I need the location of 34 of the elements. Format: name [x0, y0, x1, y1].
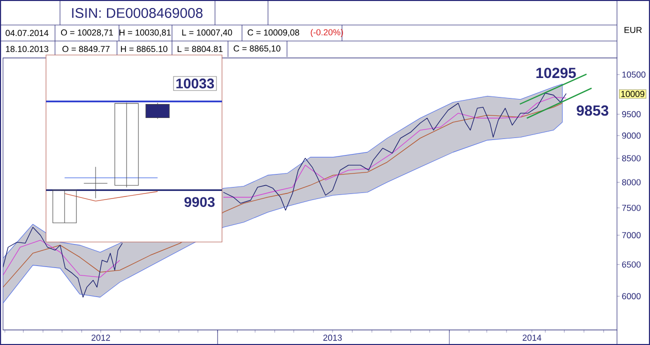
ref-line-label: 9903: [184, 197, 215, 207]
candlestick: [52, 190, 77, 224]
text: H = 10030,81: [120, 29, 171, 37]
ref-line-label: 10033: [176, 78, 214, 88]
text: C = 10009,08: [248, 29, 300, 37]
annotation: 9853: [576, 105, 608, 116]
y-tick-label: 7000: [622, 232, 641, 238]
annotation: 10295: [536, 68, 576, 78]
y-tick-label: 10500: [622, 72, 646, 78]
text: 18.10.2013: [6, 46, 48, 52]
y-tick-label: 9000: [622, 132, 641, 139]
candlestick: [146, 102, 170, 120]
y-tick-label: 9500: [622, 111, 641, 118]
x-tick-label: 2014: [522, 334, 542, 341]
y-tick-label: 6500: [622, 261, 641, 268]
text: C = 8865,10: [234, 45, 280, 53]
candlestick: [114, 102, 139, 188]
y-axis-title: EUR: [624, 26, 642, 34]
text: 04.07.2014: [6, 30, 48, 36]
text: L = 10007,40: [182, 29, 232, 37]
y-tick-label: 8500: [622, 155, 641, 162]
x-tick-label: 2012: [92, 334, 110, 341]
text: L = 8804.81: [178, 46, 223, 52]
text: O = 8849.77: [62, 46, 110, 52]
candlestick: [84, 166, 108, 199]
x-tick-label: 2013: [323, 334, 342, 341]
text: H = 8865.10: [120, 46, 168, 52]
y-tick-label: 7500: [622, 204, 641, 211]
text: (-0.20%): [310, 28, 343, 38]
chart-title: ISIN: DE0008469008: [72, 8, 203, 18]
text: O = 10028,71: [61, 29, 113, 37]
y-tick-label: 8000: [622, 179, 641, 186]
y-tick-label: 6000: [622, 293, 641, 300]
text: 10009: [621, 90, 644, 98]
